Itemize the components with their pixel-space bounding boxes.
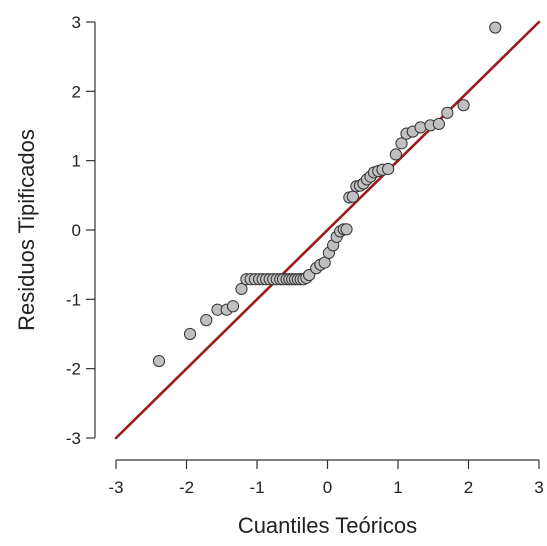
data-point [457, 99, 470, 112]
x-tick-label: -1 [249, 478, 264, 497]
axes: -3 -2 -1 0 1 2 3 -3 -2 -1 0 1 2 3 [66, 13, 544, 497]
y-tick-label: -2 [66, 360, 81, 379]
y-tick-label: 3 [72, 13, 81, 32]
y-tick-label: -3 [66, 429, 81, 448]
x-tick-label: 1 [393, 478, 402, 497]
data-point [389, 148, 402, 161]
x-tick-label: 3 [534, 478, 543, 497]
data-point [432, 117, 445, 131]
data-point [183, 327, 197, 341]
data-point [226, 300, 240, 313]
data-point [489, 21, 502, 34]
y-tick-label: 1 [72, 152, 81, 171]
reference-line [114, 20, 541, 440]
x-axis-ticks: -3 -2 -1 0 1 2 3 [108, 460, 544, 497]
data-points [152, 21, 502, 368]
data-point [441, 106, 454, 119]
data-point [200, 314, 213, 327]
y-axis-ticks: -3 -2 -1 0 1 2 3 [66, 13, 95, 448]
x-tick-label: 2 [464, 478, 473, 497]
y-axis-title: Residuos Tipificados [14, 129, 39, 331]
data-point [235, 282, 248, 296]
data-point [346, 190, 359, 203]
x-tick-label: -3 [108, 478, 123, 497]
x-tick-label: -2 [179, 478, 194, 497]
data-point [152, 354, 166, 368]
y-tick-label: 0 [72, 221, 81, 240]
x-axis-title: Cuantiles Teóricos [238, 513, 417, 538]
data-point [395, 137, 408, 150]
data-point [414, 121, 427, 134]
data-point [340, 223, 353, 236]
y-tick-label: -1 [66, 290, 81, 309]
x-tick-label: 0 [323, 478, 332, 497]
y-tick-label: 2 [72, 82, 81, 101]
data-point [382, 162, 395, 176]
